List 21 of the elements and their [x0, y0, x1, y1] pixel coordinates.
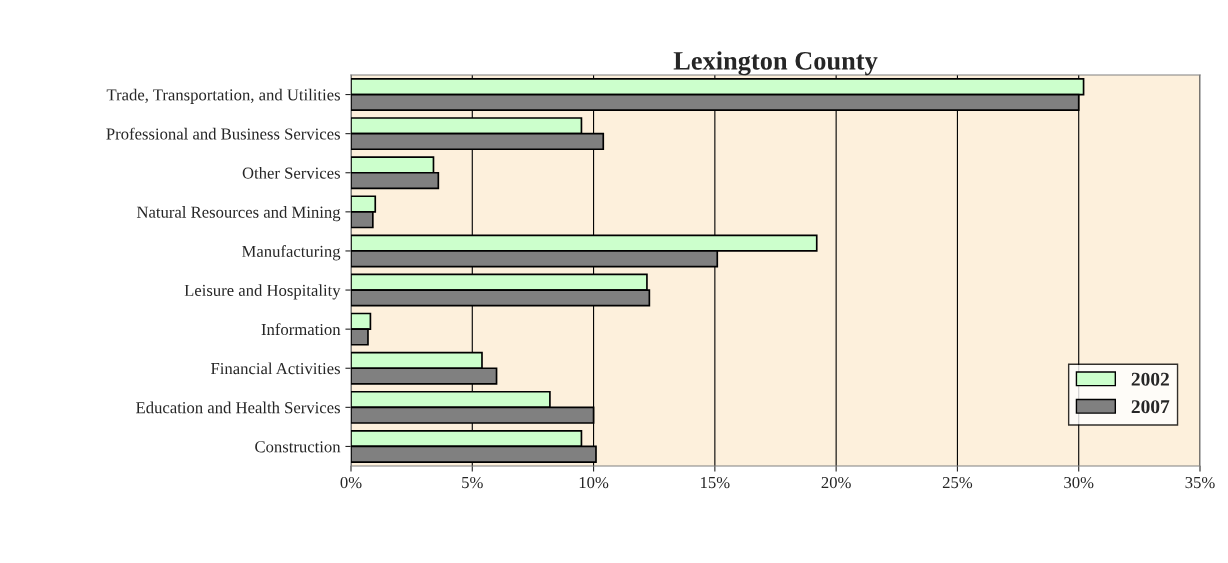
x-tick-label: 15%: [701, 476, 730, 489]
y-tick-label: Other Services: [242, 166, 340, 179]
y-tick-label: Professional and Business Services: [106, 127, 340, 140]
y-tick-label: Construction: [255, 441, 341, 453]
y-tick-label: Manufacturing: [242, 245, 341, 261]
x-tick-label: 10%: [579, 476, 609, 489]
x-tick-label: 20%: [821, 476, 851, 489]
x-tick-label: 5%: [462, 476, 483, 489]
chart-title: Lexington County: [673, 51, 878, 76]
x-tick-label: 0%: [340, 476, 362, 489]
legend-label: 2002: [1131, 372, 1169, 386]
y-tick-label: Information: [261, 323, 341, 336]
y-tick-label: Financial Activities: [210, 362, 340, 375]
x-tick-label: 35%: [1185, 476, 1215, 489]
y-tick-label: Natural Resources and Mining: [136, 206, 341, 222]
y-tick-label: Leisure and Hospitality: [184, 284, 341, 300]
legend-label: 2007: [1131, 400, 1170, 414]
y-tick-label: Education and Health Services: [136, 401, 340, 414]
y-tick-label: Trade, Transportation, and Utilities: [106, 88, 340, 104]
x-tick-label: 30%: [1064, 476, 1094, 489]
x-tick-label: 25%: [942, 476, 973, 489]
